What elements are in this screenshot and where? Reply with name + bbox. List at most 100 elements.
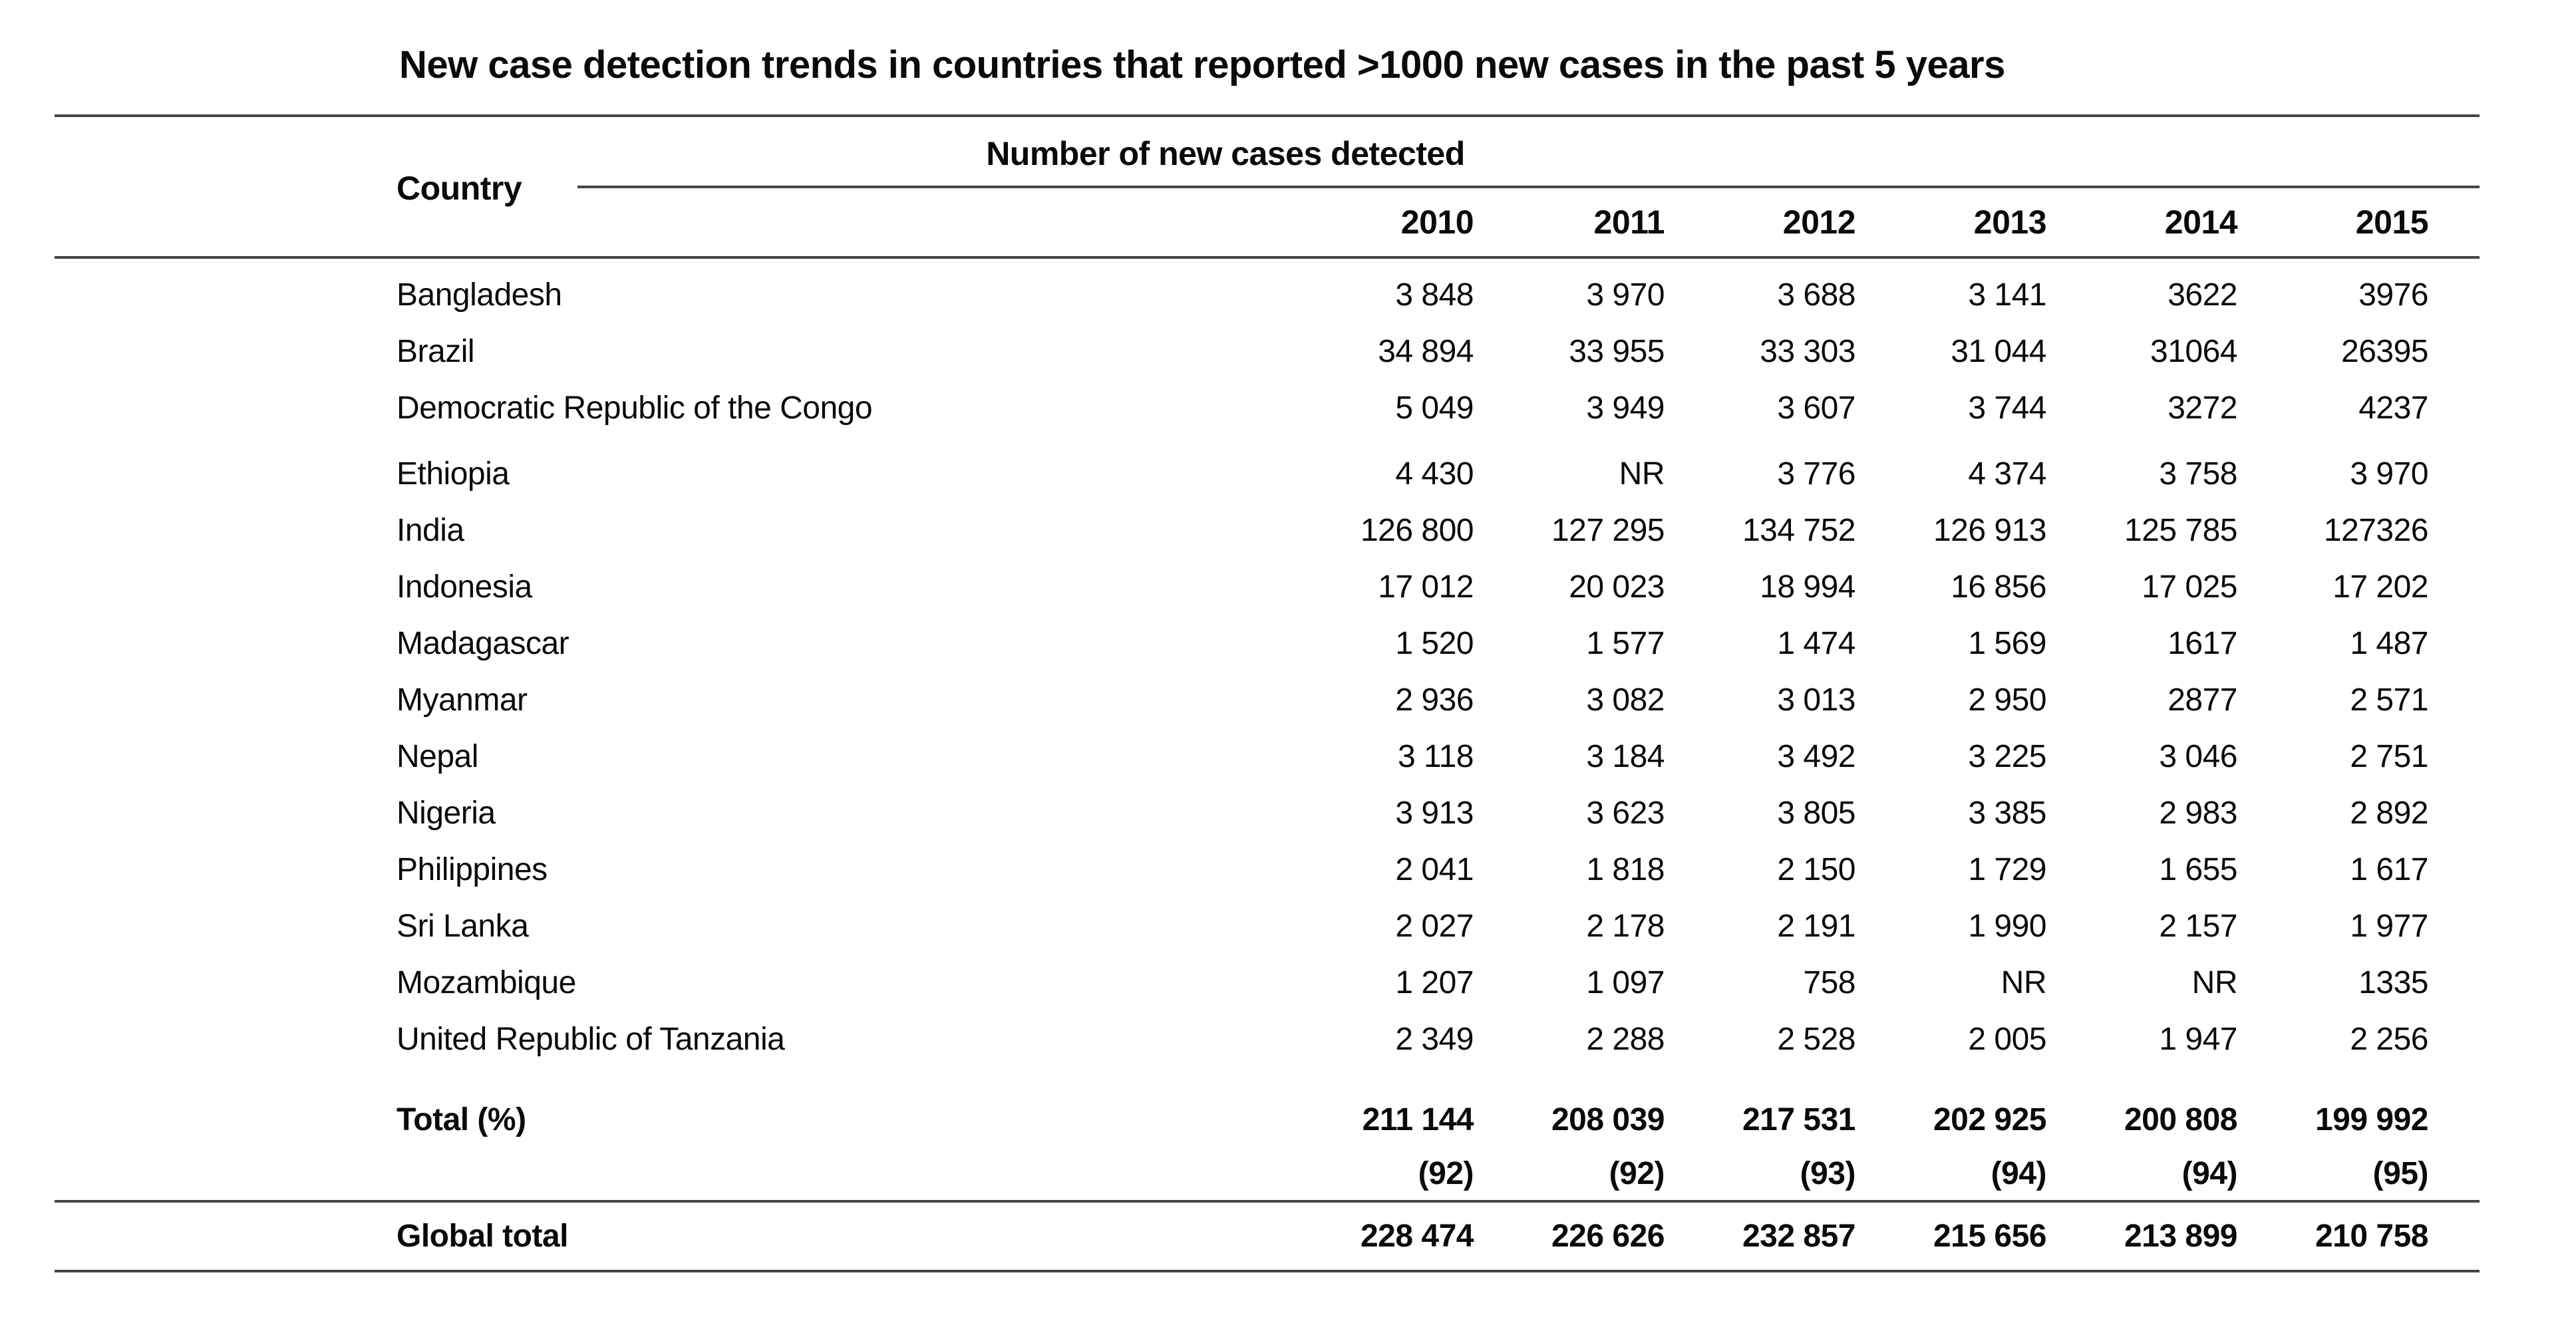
rule-top [55, 114, 2480, 117]
country-cell: United Republic of Tanzania [397, 1022, 785, 1057]
table-body: Bangladesh 3 848 3 970 3 688 3 141 3622 … [55, 259, 2480, 1272]
value-cell: 16 856 [1951, 569, 2046, 605]
country-cell: Nigeria [397, 796, 496, 831]
table-title: New case detection trends in countries t… [399, 43, 2005, 86]
value-cell: 1 818 [1586, 852, 1665, 887]
country-cell: Madagascar [397, 626, 569, 661]
value-cell: 1 487 [2350, 626, 2428, 661]
value-cell: 34 894 [1378, 334, 1474, 369]
value-cell: 33 303 [1760, 334, 1855, 369]
value-cell: 2 005 [1968, 1022, 2046, 1057]
value-cell: 4237 [2358, 390, 2428, 426]
value-cell: 3272 [2168, 390, 2237, 426]
value-cell: 126 800 [1360, 513, 1474, 548]
rule-above-global-total [55, 1200, 2480, 1203]
value-cell: 1 577 [1586, 626, 1665, 661]
value-cell: 3622 [2168, 277, 2237, 313]
country-cell: India [397, 513, 464, 548]
value-cell: 3 623 [1586, 796, 1665, 831]
value-cell: 1 097 [1586, 965, 1665, 1000]
value-cell: 1 729 [1968, 852, 2046, 887]
value-cell: NR [2001, 965, 2047, 1000]
value-cell: 33 955 [1569, 334, 1665, 369]
value-cell: 3 184 [1586, 739, 1665, 774]
value-cell: 20 023 [1569, 569, 1665, 605]
value-cell: 127 295 [1551, 513, 1665, 548]
year-header-row: 2010 2011 2012 2013 2014 2015 [55, 188, 2480, 256]
country-cell: Mozambique [397, 965, 576, 1000]
value-cell: 1 990 [1968, 909, 2046, 944]
value-cell: 2 528 [1777, 1022, 1855, 1057]
table-row-nigeria: Nigeria 3 913 3 623 3 805 3 385 2 983 2 … [55, 785, 2480, 841]
value-cell: 1335 [2358, 965, 2428, 1000]
value-cell: 3 141 [1968, 277, 2046, 313]
country-cell: Brazil [397, 334, 475, 369]
value-cell: 3 848 [1395, 277, 1474, 313]
country-cell: Ethiopia [397, 456, 510, 492]
value-cell: 2 892 [2350, 796, 2428, 831]
global-total-cell: 232 857 [1742, 1219, 1856, 1254]
value-cell: 5 049 [1395, 390, 1474, 426]
total-value-cell: 199 992 [2315, 1102, 2429, 1137]
value-cell: 1 655 [2159, 852, 2237, 887]
value-cell: 1617 [2168, 626, 2237, 661]
table-row-drcongo: Democratic Republic of the Congo 5 049 3… [55, 380, 2480, 436]
percent-cell: (94) [2181, 1156, 2238, 1191]
percent-cell: (94) [1991, 1156, 2047, 1191]
total-value-cell: 202 925 [1933, 1102, 2047, 1137]
country-cell: Bangladesh [397, 277, 562, 313]
column-group-header: Number of new cases detected [986, 135, 1465, 172]
total-label: Total (%) [397, 1102, 526, 1137]
value-cell: 26395 [2341, 334, 2428, 369]
table-row-srilanka: Sri Lanka 2 027 2 178 2 191 1 990 2 157 … [55, 898, 2480, 955]
value-cell: 3 776 [1777, 456, 1855, 492]
value-cell: 2 041 [1395, 852, 1474, 887]
country-cell: Democratic Republic of the Congo [397, 390, 873, 426]
global-total-cell: 210 758 [2315, 1219, 2429, 1254]
value-cell: 1 617 [2350, 852, 2428, 887]
header-spacer [55, 188, 1283, 256]
country-cell: Nepal [397, 739, 478, 774]
percent-cell: (92) [1418, 1156, 1474, 1191]
table-row-nepal: Nepal 3 118 3 184 3 492 3 225 3 046 2 75… [55, 728, 2480, 785]
value-cell: 1 569 [1968, 626, 2046, 661]
value-cell: 3 805 [1777, 796, 1855, 831]
value-cell: 2 191 [1777, 909, 1855, 944]
value-cell: 125 785 [2124, 513, 2238, 548]
value-cell: 1 207 [1395, 965, 1474, 1000]
total-value-cell: 208 039 [1551, 1102, 1665, 1137]
total-percent-row: (92) (92) (93) (94) (94) (95) [55, 1148, 2480, 1200]
value-cell: 4 430 [1395, 456, 1474, 492]
rule-header-bottom [55, 256, 2480, 259]
total-row: Total (%) 211 144 208 039 217 531 202 92… [55, 1092, 2480, 1148]
total-value-cell: 211 144 [1362, 1102, 1474, 1137]
rule-bottom [55, 1270, 2480, 1272]
value-cell: 3 970 [2350, 456, 2428, 492]
table-row-madagascar: Madagascar 1 520 1 577 1 474 1 569 1617 … [55, 615, 2480, 672]
value-cell: NR [1619, 456, 1665, 492]
value-cell: 126 913 [1933, 513, 2047, 548]
value-cell: 2 950 [1968, 682, 2046, 718]
country-cell: Indonesia [397, 569, 532, 605]
value-cell: 3 970 [1586, 277, 1665, 313]
country-cell: Myanmar [397, 682, 528, 718]
rule-group-underline [577, 186, 2480, 188]
value-cell: 2 288 [1586, 1022, 1665, 1057]
percent-spacer [55, 1148, 1283, 1200]
table-row-philippines: Philippines 2 041 1 818 2 150 1 729 1 65… [55, 841, 2480, 898]
value-cell: 3 949 [1586, 390, 1665, 426]
value-cell: 3 013 [1777, 682, 1855, 718]
value-cell: 3 385 [1968, 796, 2046, 831]
value-cell: 134 752 [1742, 513, 1856, 548]
table-row-ethiopia: Ethiopia 4 430 NR 3 776 4 374 3 758 3 97… [55, 446, 2480, 502]
value-cell: 2 150 [1777, 852, 1855, 887]
value-cell: 2 936 [1395, 682, 1474, 718]
year-header-2010: 2010 [1400, 204, 1474, 241]
table-row-bangladesh: Bangladesh 3 848 3 970 3 688 3 141 3622 … [55, 267, 2480, 323]
value-cell: 3 225 [1968, 739, 2046, 774]
value-cell: 3 118 [1397, 739, 1474, 774]
global-total-cell: 226 626 [1551, 1219, 1665, 1254]
percent-cell: (93) [1800, 1156, 1856, 1191]
year-header-2015: 2015 [2355, 204, 2429, 241]
